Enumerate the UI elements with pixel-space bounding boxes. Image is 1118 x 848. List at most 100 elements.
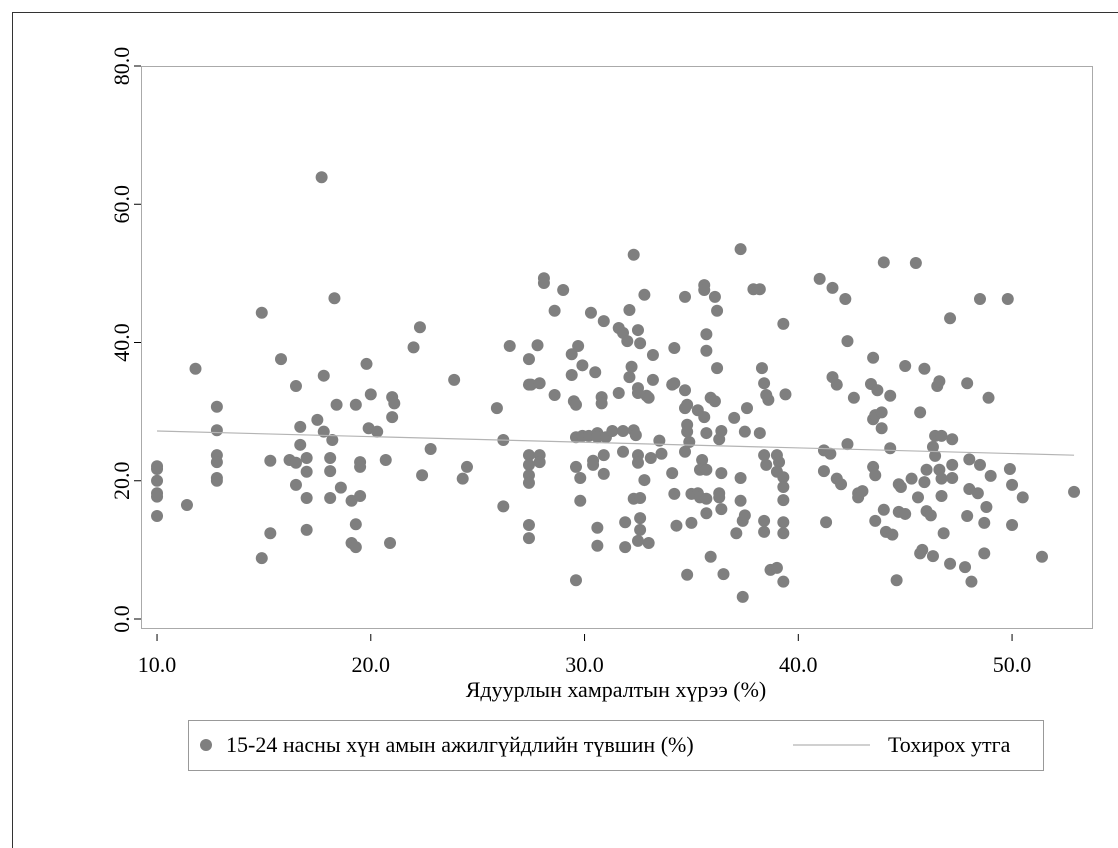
point [591, 521, 604, 534]
point [597, 315, 610, 328]
point [1001, 292, 1014, 305]
x-axis-label: Ядуурлын хамралтын хүрээ (%) [466, 677, 767, 702]
point [448, 373, 461, 386]
point [646, 373, 659, 386]
point [294, 438, 307, 451]
point [151, 463, 164, 476]
point [255, 306, 268, 319]
point [777, 575, 790, 588]
point [413, 321, 426, 334]
point [841, 335, 854, 348]
x-tick-label: 50.0 [993, 652, 1032, 677]
point [830, 378, 843, 391]
point [736, 590, 749, 603]
point [937, 527, 950, 540]
point [713, 491, 726, 504]
point [779, 388, 792, 401]
point [681, 425, 694, 438]
point [638, 474, 651, 487]
point [300, 465, 313, 478]
point [151, 474, 164, 487]
point [856, 485, 869, 498]
point [894, 480, 907, 493]
point [1006, 478, 1019, 491]
point [681, 568, 694, 581]
point [642, 391, 655, 404]
point [634, 337, 647, 350]
point [180, 498, 193, 511]
point [151, 510, 164, 523]
point [963, 453, 976, 466]
point [317, 369, 330, 382]
point [984, 469, 997, 482]
point [623, 371, 636, 384]
legend-label: Тохирох утга [888, 732, 1011, 757]
point [386, 411, 399, 424]
point [758, 514, 771, 527]
point [871, 384, 884, 397]
point [935, 489, 948, 502]
point [679, 445, 692, 458]
point [734, 471, 747, 484]
point [617, 424, 630, 437]
point [300, 492, 313, 505]
point [388, 397, 401, 410]
point [569, 460, 582, 473]
point [255, 552, 268, 565]
y-tick-label: 0.0 [109, 605, 134, 633]
point [623, 304, 636, 317]
point [961, 510, 974, 523]
point [324, 465, 337, 478]
point [740, 402, 753, 415]
point [646, 348, 659, 361]
point [944, 312, 957, 325]
point [926, 440, 939, 453]
point [324, 492, 337, 505]
point [875, 406, 888, 419]
point [916, 543, 929, 556]
point [961, 377, 974, 390]
point [595, 397, 608, 410]
x-tick-label: 40.0 [779, 652, 818, 677]
point [839, 292, 852, 305]
point [294, 420, 307, 433]
point [384, 536, 397, 549]
point [933, 375, 946, 388]
point [700, 492, 713, 505]
point [899, 360, 912, 373]
point [548, 304, 561, 317]
point [980, 501, 993, 514]
point [700, 463, 713, 476]
point [753, 427, 766, 440]
point [877, 503, 890, 516]
point [935, 472, 948, 485]
point [497, 500, 510, 513]
point [315, 171, 328, 184]
outer-frame [12, 12, 1118, 848]
point [638, 288, 651, 301]
point [698, 283, 711, 296]
point [569, 398, 582, 411]
point [574, 471, 587, 484]
point [886, 528, 899, 541]
point [1003, 463, 1016, 476]
point [685, 516, 698, 529]
point [820, 516, 833, 529]
point [681, 398, 694, 411]
point [584, 306, 597, 319]
y-tick-label: 60.0 [109, 185, 134, 224]
point [909, 257, 922, 270]
point [777, 317, 790, 330]
point [935, 429, 948, 442]
point [360, 357, 373, 370]
point [715, 424, 728, 437]
point [189, 362, 202, 375]
point [875, 422, 888, 435]
point [926, 550, 939, 563]
point [700, 427, 713, 440]
point [884, 442, 897, 455]
point [728, 411, 741, 424]
point [300, 523, 313, 536]
point [565, 368, 578, 381]
point [700, 507, 713, 520]
